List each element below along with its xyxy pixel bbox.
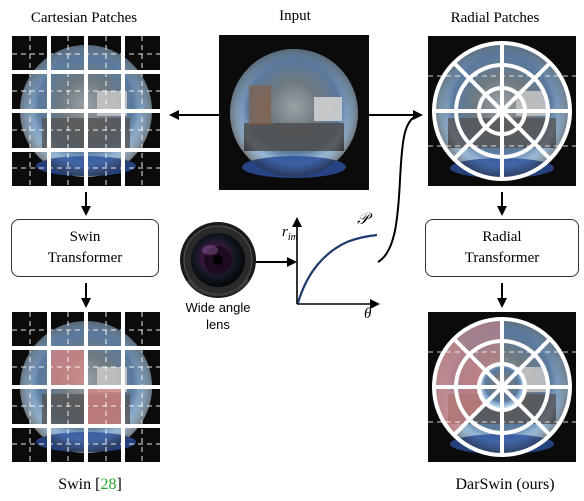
plot-ylabel-sub: im [287, 232, 298, 243]
swin-caption: Swin [28] [20, 476, 160, 494]
arrow-plot-to-radial [377, 114, 419, 263]
swin-caption-text: Swin [ [58, 476, 101, 493]
swin-box-line2: Transformer [47, 250, 123, 266]
radial-box-line1: Radial [482, 229, 522, 245]
swin-transformer-box: Swin Transformer [11, 219, 159, 277]
swin-citation-link[interactable]: 28 [100, 476, 117, 493]
swin-output-image [12, 312, 160, 462]
darswin-output-image [428, 312, 576, 462]
projection-curve [296, 233, 378, 304]
cartesian-patches-image [12, 36, 160, 186]
plot-xlabel: θ [364, 306, 372, 322]
plot-ylabel: rim [282, 224, 298, 243]
swin-caption-end: ] [116, 476, 122, 493]
radial-transformer-box: Radial Transformer [425, 219, 579, 277]
plot-ylabel-base: r [282, 224, 288, 240]
lens-caption-line2: lens [206, 317, 230, 332]
lens-caption-line1: Wide angle [185, 300, 251, 315]
cartesian-patches-title: Cartesian Patches [30, 10, 138, 26]
radial-box-line2: Transformer [464, 250, 540, 266]
input-title: Input [279, 8, 311, 24]
wide-angle-lens-icon [180, 222, 256, 298]
plot-curve-label: 𝒫 [357, 211, 369, 228]
projection-plot [292, 217, 380, 309]
radial-patches-title: Radial Patches [450, 10, 540, 26]
darswin-caption: DarSwin (ours) [455, 476, 555, 493]
input-fisheye-image [219, 35, 369, 190]
radial-patches-image [428, 36, 576, 186]
swin-box-line1: Swin [69, 229, 101, 245]
